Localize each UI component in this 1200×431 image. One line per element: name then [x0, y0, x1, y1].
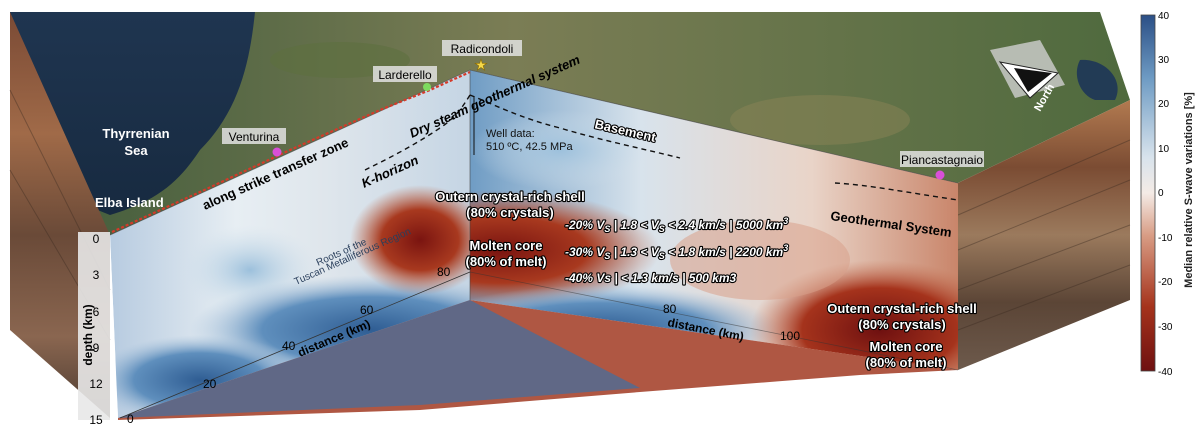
label-venturina: Venturina — [229, 130, 280, 144]
place-venturina: Venturina — [222, 128, 286, 157]
k-horizon-line — [364, 94, 471, 171]
label-shell1-1: Outern crystal-rich shell — [435, 189, 585, 204]
label-well-1: Well data: — [486, 128, 535, 140]
place-larderello: Larderello — [373, 66, 437, 91]
geothermal-system-line — [834, 182, 959, 201]
larderello-marker — [423, 83, 431, 91]
colorbar-tick-30: 30 — [1158, 55, 1170, 66]
colorbar-tick-minus20: -20 — [1158, 277, 1173, 288]
distance-tick-40: 40 — [282, 339, 296, 353]
distance-tick-60: 60 — [360, 303, 374, 317]
label-vs-range-1: -20% VS | 1.8 < VS < 2.4 km/s | 5000 km3 — [565, 216, 788, 234]
place-radicondoli: Radicondoli ★ — [442, 40, 522, 74]
label-core1-2: (80% of melt) — [466, 254, 547, 269]
depth-tick-9: 9 — [93, 341, 100, 355]
colorbar-gradient — [1140, 14, 1156, 372]
colorbar-tick-10: 10 — [1158, 144, 1170, 155]
label-elba-island: Elba Island — [95, 195, 164, 210]
label-shell2-2: (80% crystals) — [858, 317, 945, 332]
transfer-zone-trace — [111, 70, 471, 234]
depth-axis-panel — [78, 232, 110, 420]
colorbar-label: Median relative S-wave variations [%] — [1183, 92, 1195, 288]
colorbar-tick-0: 0 — [1158, 188, 1164, 199]
venturina-marker — [272, 147, 282, 157]
piancastagnaio-marker — [935, 170, 945, 180]
label-thyrrenian-sea-1: Thyrrenian — [102, 126, 169, 141]
depth-tick-0: 0 — [93, 232, 100, 246]
depth-tick-12: 12 — [89, 377, 103, 391]
rock-face-right — [958, 100, 1130, 370]
distance-tick-100: 100 — [780, 329, 800, 343]
distance-axis-line — [119, 271, 471, 419]
steam-system-line — [469, 94, 681, 159]
depth-tick-3: 3 — [93, 268, 100, 282]
label-radicondoli: Radicondoli — [451, 42, 514, 56]
label-shell2-1: Outern crystal-rich shell — [827, 301, 977, 316]
colorbar-tick-minus30: -30 — [1158, 322, 1173, 333]
distance-tick-20: 20 — [203, 377, 217, 391]
label-vs-range-2: -30% VS | 1.3 < VS < 1.8 km/s | 2200 km3 — [565, 243, 788, 261]
colorbar-tick-20: 20 — [1158, 99, 1170, 110]
distance-tick-0: 0 — [127, 412, 134, 426]
star-icon: ★ — [474, 57, 487, 74]
label-larderello: Larderello — [378, 68, 432, 82]
colorbar: 40 30 20 10 0 -10 -20 -30 -40 Median rel… — [1140, 11, 1195, 378]
distance-tick-80-b: 80 — [663, 302, 677, 316]
colorbar-tick-minus10: -10 — [1158, 233, 1173, 244]
label-well-2: 510 ºC, 42.5 MPa — [486, 141, 573, 153]
depth-axis-label: depth (km) — [81, 304, 95, 365]
north-arrow: North — [990, 40, 1065, 114]
label-core2-2: (80% of melt) — [866, 355, 947, 370]
depth-tick-6: 6 — [93, 305, 100, 319]
colorbar-tick-minus40: -40 — [1158, 367, 1173, 378]
label-thyrrenian-sea-2: Sea — [124, 143, 148, 158]
depth-tick-15: 15 — [89, 413, 103, 427]
label-vs-range-3: -40% Vs | < 1.3 km/s | 500 km3 — [565, 271, 736, 285]
label-shell1-2: (80% crystals) — [466, 205, 553, 220]
label-core1-1: Molten core — [470, 238, 543, 253]
label-piancastagnaio: Piancastagnaio — [901, 153, 983, 167]
place-piancastagnaio: Piancastagnaio — [900, 151, 984, 180]
label-core2-1: Molten core — [870, 339, 943, 354]
distance-tick-80-a: 80 — [437, 265, 451, 279]
colorbar-tick-40: 40 — [1158, 11, 1170, 22]
